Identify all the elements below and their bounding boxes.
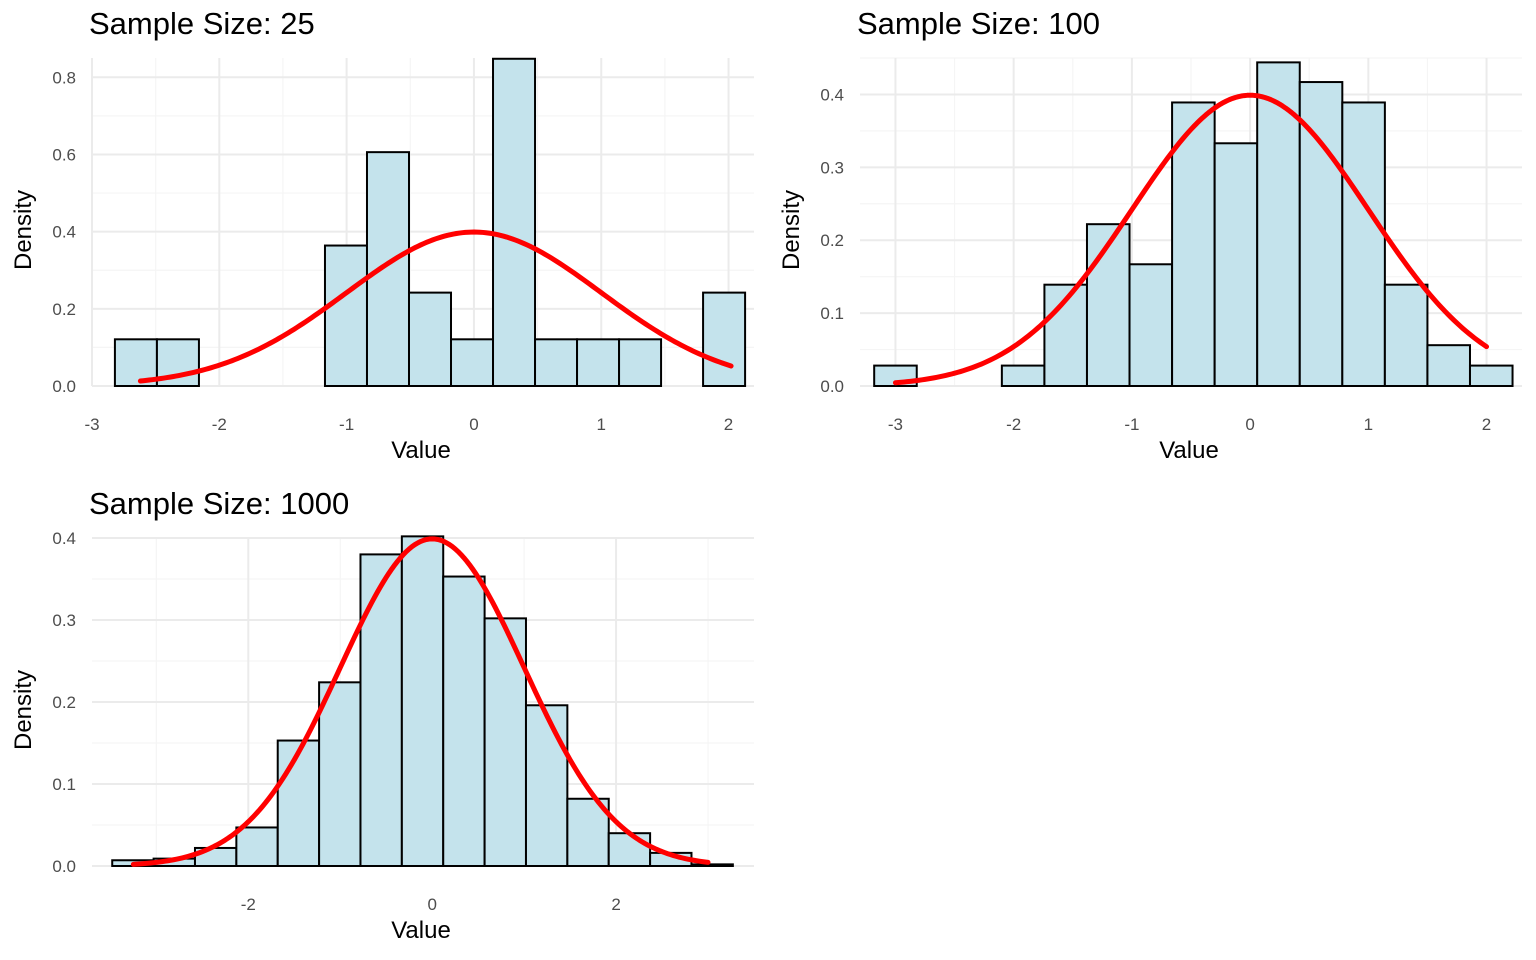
histogram-bar — [359, 553, 403, 868]
histogram-plot: -3 -2 -1 0 1 2 0.0 0.1 0.2 0.3 0.4 — [820, 57, 1522, 434]
normal-density-curve — [892, 92, 1490, 386]
histogram-bar — [442, 575, 486, 867]
x-tick-label: -2 — [1006, 415, 1021, 434]
x-tick-label: -1 — [1124, 415, 1139, 434]
y-tick-label: 0.6 — [52, 145, 76, 164]
x-tick-label: 0 — [427, 895, 436, 914]
histogram-bar — [702, 291, 747, 388]
y-tick-label: 0.4 — [52, 529, 76, 548]
histogram-bar — [235, 826, 279, 867]
histogram-bar — [318, 681, 362, 867]
x-tick-label: 1 — [1364, 415, 1373, 434]
normal-density-curve — [130, 536, 711, 867]
x-axis-label: Value — [1159, 437, 1219, 464]
histogram-bar — [492, 57, 537, 388]
x-axis-label: Value — [391, 917, 451, 944]
normal-density-curve — [137, 229, 734, 384]
histogram-bar — [323, 244, 368, 387]
x-axis-label: Value — [391, 437, 451, 464]
x-tick-label: 2 — [611, 895, 620, 914]
panel-sample-25: Sample Size: 25 Density Value -3 -2 -1 0 1 2 0… — [0, 0, 768, 480]
histogram-bar — [400, 535, 445, 868]
histogram-bar — [534, 338, 579, 387]
x-tick-label: 1 — [596, 415, 605, 434]
x-tick-label: 2 — [1482, 415, 1491, 434]
x-tick-label: 2 — [724, 415, 733, 434]
panel-sample-1000: Sample Size: 1000 Density Value -2 0 2 0.0 0… — [0, 480, 768, 960]
chart-title: Sample Size: 25 — [89, 6, 315, 41]
x-tick-label: -2 — [241, 895, 256, 914]
y-tick-label: 0.4 — [820, 85, 844, 104]
y-tick-label: 0.8 — [52, 68, 76, 87]
y-tick-label: 0.1 — [820, 304, 844, 323]
histogram-bar — [1213, 142, 1259, 387]
x-tick-label: 0 — [469, 415, 478, 434]
y-tick-label: 0.0 — [52, 377, 76, 396]
histogram-bar — [276, 739, 321, 868]
histogram-bar — [1000, 364, 1046, 388]
histogram-bar — [576, 338, 621, 387]
histogram-bar — [1128, 263, 1174, 387]
histogram-bar — [365, 151, 410, 387]
x-tick-label: -3 — [84, 415, 99, 434]
histogram-bar — [407, 291, 453, 388]
histogram-bar — [1426, 344, 1471, 387]
histogram-bar — [618, 338, 663, 387]
histogram-bar — [690, 863, 734, 867]
y-tick-label: 0.2 — [820, 231, 844, 250]
y-tick-label: 0.3 — [820, 158, 844, 177]
histogram-bar — [1341, 101, 1386, 387]
panel-sample-100: Sample Size: 100 Density Value -3 -2 -1 0 1 2… — [768, 0, 1536, 480]
x-tick-label: -2 — [212, 415, 227, 434]
y-tick-label: 0.1 — [52, 775, 76, 794]
histogram-bar — [524, 704, 569, 867]
histogram-bar — [1383, 283, 1429, 387]
histogram-bar — [450, 338, 495, 387]
chart-title: Sample Size: 100 — [857, 6, 1100, 41]
y-tick-label: 0.4 — [52, 223, 76, 242]
y-tick-label: 0.2 — [52, 300, 76, 319]
x-tick-label: -1 — [339, 415, 354, 434]
y-tick-label: 0.3 — [52, 611, 76, 630]
x-tick-label: -3 — [888, 415, 903, 434]
histogram-bar — [607, 832, 652, 868]
histogram-bar — [1468, 364, 1514, 388]
histogram-bar — [1085, 223, 1131, 387]
chart-title: Sample Size: 1000 — [89, 486, 350, 521]
x-tick-label: 0 — [1245, 415, 1254, 434]
histogram-bar — [1298, 81, 1344, 387]
y-tick-label: 0.0 — [820, 377, 844, 396]
histogram-plot: -2 0 2 0.0 0.1 0.2 0.3 0.4 — [52, 529, 754, 914]
y-tick-label: 0.0 — [52, 857, 76, 876]
histogram-plot: -3 -2 -1 0 1 2 0.0 0.2 0.4 0.6 0.8 — [52, 57, 754, 434]
y-tick-label: 0.2 — [52, 693, 76, 712]
